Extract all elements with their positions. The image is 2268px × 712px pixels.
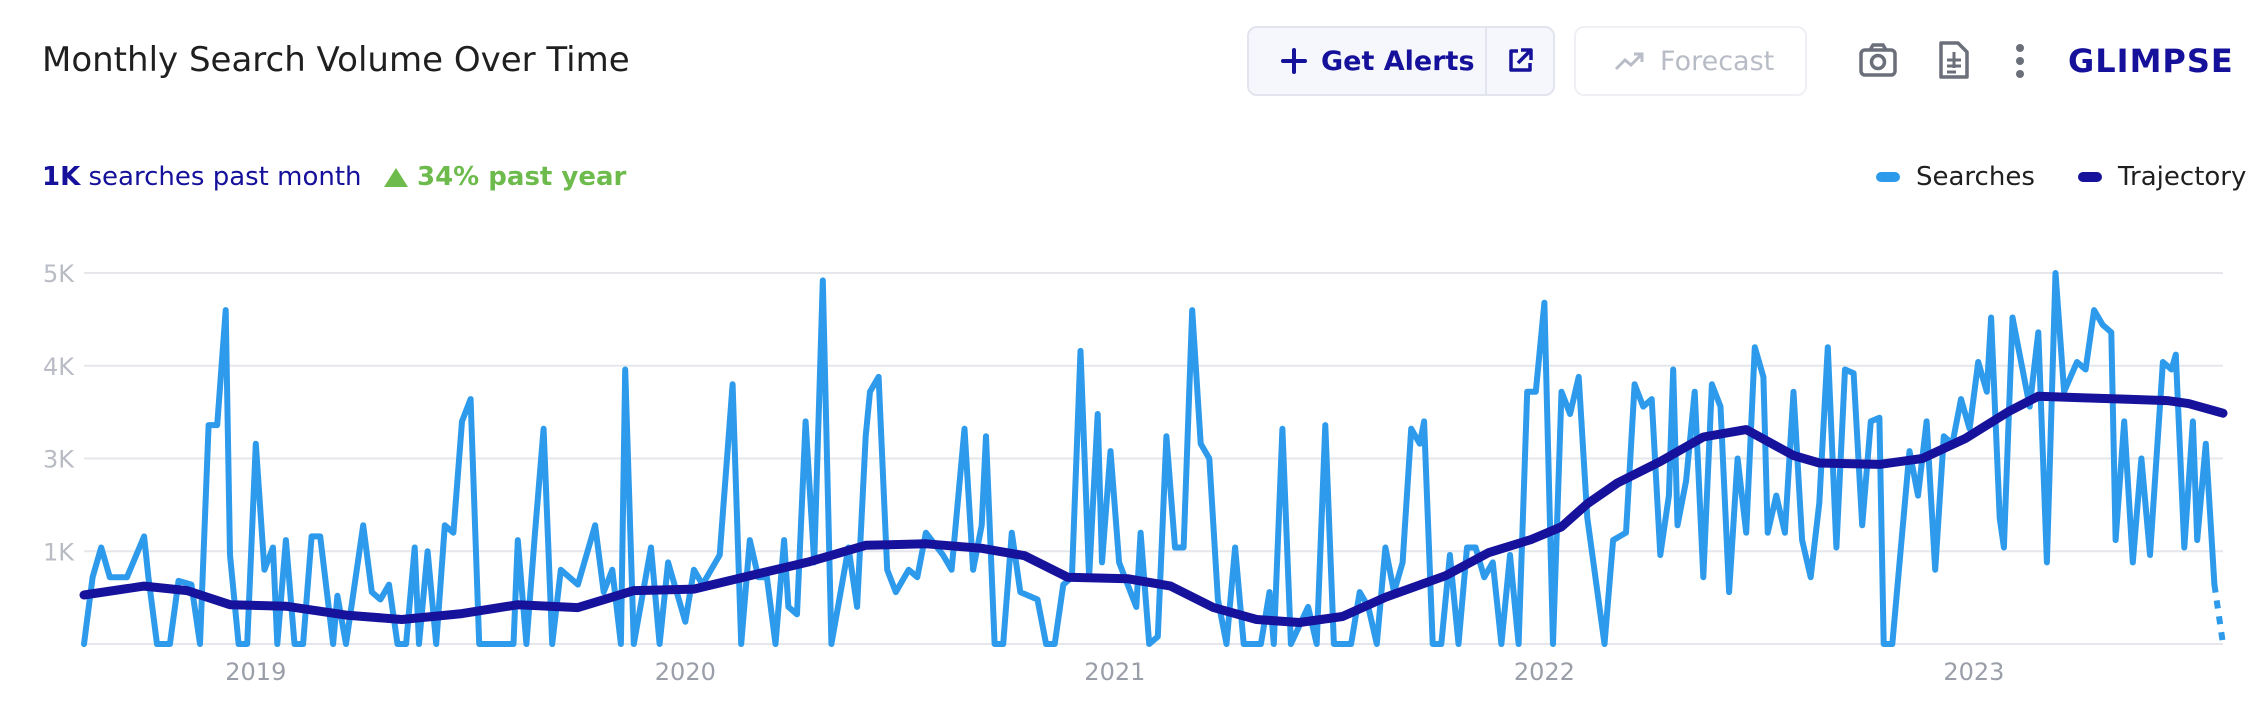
searches-partial-segment [2211,584,2226,645]
x-tick-label: 2020 [655,658,716,686]
chart: 1K 3K 4K 5K 2019 2020 2021 2022 2023 [43,260,2228,686]
month-value: 1K [42,162,81,192]
get-alerts-button[interactable]: Get Alerts [1247,26,1555,96]
up-arrow-icon [384,168,408,187]
legend-label: Trajectory [2118,162,2247,192]
year-text: past year [488,162,627,192]
forecast-label: Forecast [1660,45,1775,77]
y-tick-label: 4K [43,353,75,381]
searches-line [81,270,2218,647]
external-link-icon[interactable] [1505,46,1535,76]
camera-icon[interactable] [1858,42,1898,78]
month-text: searches past month [88,162,362,192]
trajectory-line [79,391,2228,627]
legend-item[interactable]: Searches [1876,162,2035,192]
forecast-button[interactable]: Forecast [1574,26,1807,96]
legend-label: Searches [1916,162,2035,192]
trend-icon [1614,52,1644,71]
chart-title: Monthly Search Volume Over Time [42,40,630,80]
y-tick-label: 3K [43,446,75,474]
month-stat: 1K searches past month [42,162,362,192]
year-stat: 34% past year [383,162,626,192]
x-tick-label: 2019 [225,658,286,686]
y-tick-label: 1K [43,538,75,566]
x-tick-label: 2022 [1514,658,1575,686]
x-tick-label: 2021 [1084,658,1145,686]
legend-swatch [1876,172,1900,182]
x-tick-label: 2023 [1943,658,2004,686]
more-icon[interactable] [2012,42,2028,80]
get-alerts-label: Get Alerts [1321,45,1475,77]
report-icon[interactable] [1938,40,1970,80]
year-change: 34% [417,162,480,192]
plus-icon [1281,48,1307,74]
legend-item[interactable]: Trajectory [2078,162,2246,192]
y-tick-label: 5K [43,260,75,288]
logo: GLIMPSE [2068,42,2234,80]
legend-swatch [2078,172,2102,182]
